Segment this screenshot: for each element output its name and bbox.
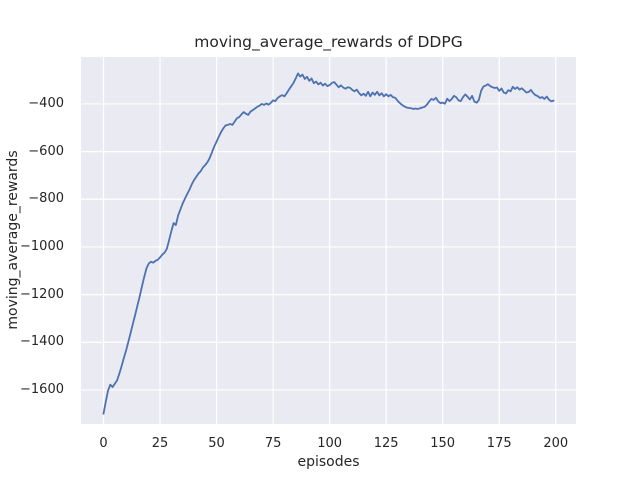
x-tick-label: 50: [208, 436, 225, 451]
y-tick-label: −1400: [20, 334, 64, 350]
plot-background: [81, 57, 576, 424]
x-tick-label: 75: [264, 436, 282, 451]
y-tick-label: −1200: [20, 286, 64, 302]
x-tick-label: 175: [486, 436, 512, 451]
y-tick-label: −600: [28, 143, 64, 159]
x-tick-label: 200: [543, 436, 569, 451]
x-tick-label: 0: [99, 436, 108, 451]
x-tick-label: 25: [151, 436, 169, 451]
plot-area: [81, 57, 576, 424]
y-tick-label: −1000: [20, 238, 64, 254]
x-tick-label: 125: [373, 436, 399, 451]
x-tick-label: 100: [317, 436, 343, 451]
chart-title: moving_average_rewards of DDPG: [194, 33, 463, 51]
y-tick-label: −1600: [20, 381, 64, 397]
x-tick-label: 150: [430, 436, 456, 451]
y-tick-label: −400: [28, 95, 64, 111]
reward-line-series: [102, 72, 555, 415]
gridlines: [81, 57, 576, 424]
x-axis-label: episodes: [297, 454, 360, 470]
y-tick-label: −800: [28, 191, 64, 207]
